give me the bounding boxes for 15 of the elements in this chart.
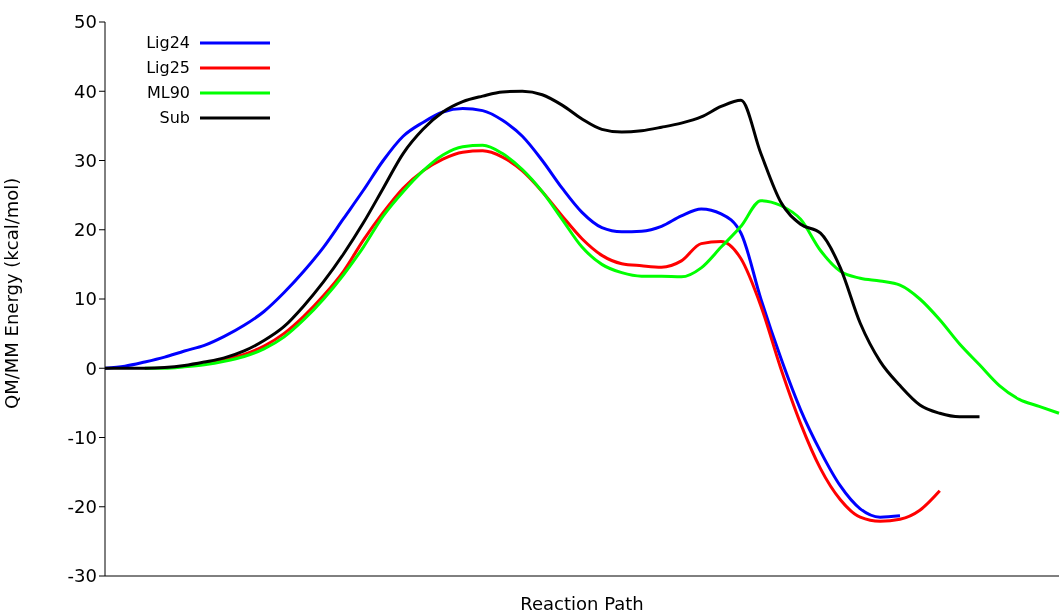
legend-label: ML90 bbox=[146, 83, 190, 102]
y-axis-title: QM/MM Energy (kcal/mol) bbox=[1, 177, 23, 409]
y-tick-label: 20 bbox=[74, 219, 97, 241]
y-tick-label: 50 bbox=[74, 11, 97, 33]
y-tick-label: -30 bbox=[67, 565, 97, 587]
y-tick-label: 10 bbox=[74, 288, 97, 310]
y-tick-label: -20 bbox=[67, 496, 97, 518]
y-tick-label: -10 bbox=[67, 426, 97, 448]
legend-label: Lig24 bbox=[146, 33, 190, 52]
y-tick-label: 40 bbox=[74, 80, 97, 102]
legend-label: Lig25 bbox=[146, 58, 190, 77]
y-tick-label: 30 bbox=[74, 149, 97, 171]
y-tick-label: 0 bbox=[85, 357, 97, 379]
legend-label: Sub bbox=[159, 108, 190, 127]
x-axis-title: Reaction Path bbox=[520, 593, 644, 612]
